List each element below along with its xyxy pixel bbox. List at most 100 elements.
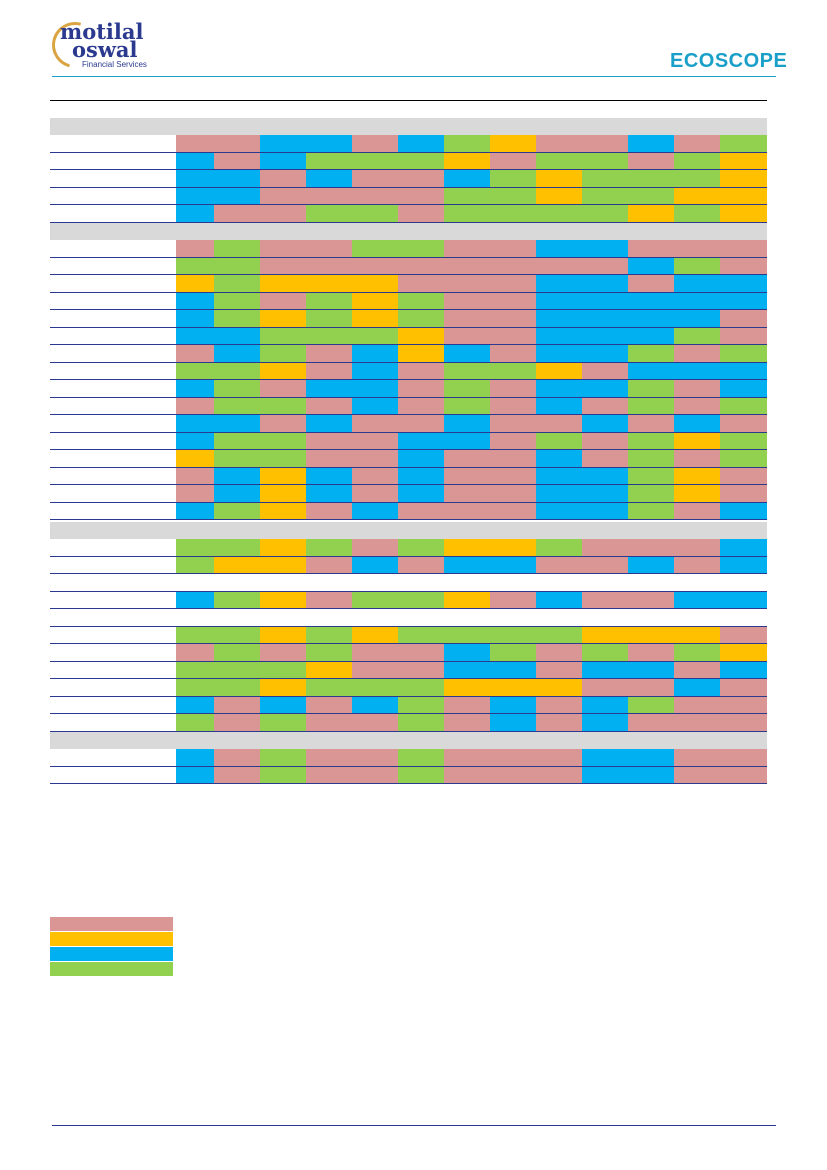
heatmap-cell (260, 415, 306, 432)
heatmap-cell (352, 170, 398, 187)
heatmap-cell (176, 205, 214, 222)
heatmap-cell (720, 539, 767, 556)
heatmap-cell (536, 362, 582, 379)
heatmap-cell (176, 362, 214, 379)
heatmap-cell (352, 187, 398, 204)
heatmap-cell (214, 205, 260, 222)
heatmap-cell (260, 135, 306, 152)
heatmap-cell (398, 275, 444, 292)
heatmap-cell (582, 257, 628, 274)
heatmap-cell (214, 432, 260, 449)
heatmap-cell (628, 327, 674, 344)
heatmap-cell (214, 661, 260, 678)
heatmap-cell (582, 205, 628, 222)
heatmap-cell (628, 415, 674, 432)
heatmap-cell (398, 432, 444, 449)
heatmap-cell (398, 205, 444, 222)
heatmap-cell (176, 502, 214, 519)
heatmap-cell (214, 696, 260, 713)
heatmap-cell (352, 749, 398, 766)
heatmap-cell (352, 432, 398, 449)
heatmap-cell (628, 205, 674, 222)
heatmap-cell (720, 397, 767, 414)
row-divider (50, 186, 767, 188)
heatmap-cell (214, 644, 260, 661)
heatmap-cell (352, 397, 398, 414)
heatmap-cell (444, 187, 490, 204)
heatmap-cell (582, 450, 628, 467)
heatmap-cell (582, 556, 628, 573)
heatmap-cell (352, 135, 398, 152)
row-divider (50, 449, 767, 450)
row-divider (50, 643, 767, 644)
section-header-bar (50, 522, 767, 539)
heatmap-cell (176, 187, 214, 204)
heatmap-cell (674, 467, 720, 484)
heatmap-cell (398, 292, 444, 309)
row-divider (50, 396, 767, 398)
section-header-bar (50, 223, 767, 240)
heatmap-cell (536, 187, 582, 204)
row-divider (50, 501, 767, 503)
heatmap-cell (490, 152, 536, 169)
heatmap-cell (444, 679, 490, 696)
heatmap-cell (536, 345, 582, 362)
heatmap-cell (444, 661, 490, 678)
heatmap-cell (674, 345, 720, 362)
heatmap-cell (214, 539, 260, 556)
heatmap-cell (536, 380, 582, 397)
brand-line-1: motilal (60, 19, 144, 44)
heatmap-cell (260, 450, 306, 467)
heatmap-cell (306, 257, 352, 274)
heatmap-cell (720, 310, 767, 327)
heatmap-cell (674, 187, 720, 204)
heatmap-cell (306, 467, 352, 484)
heatmap-cell (490, 502, 536, 519)
heatmap-cell (582, 170, 628, 187)
heatmap-cell (306, 696, 352, 713)
heatmap-cell (720, 345, 767, 362)
row-divider (50, 256, 767, 258)
heatmap-cell (490, 714, 536, 731)
heatmap-cell (674, 556, 720, 573)
heatmap-cell (306, 170, 352, 187)
heatmap-cell (260, 397, 306, 414)
heatmap-cell (176, 415, 214, 432)
heatmap-cell (176, 432, 214, 449)
heatmap-cell (214, 714, 260, 731)
heatmap-cell (214, 292, 260, 309)
heatmap-cell (674, 362, 720, 379)
heatmap-cell (582, 292, 628, 309)
heatmap-cell (176, 749, 214, 766)
heatmap-cell (490, 467, 536, 484)
heatmap-cell (260, 714, 306, 731)
heatmap-cell (490, 415, 536, 432)
heatmap-cell (176, 397, 214, 414)
heatmap-cell (306, 345, 352, 362)
row-divider (50, 608, 767, 609)
heatmap-cell (260, 679, 306, 696)
heatmap-cell (176, 766, 214, 783)
heatmap-cell (536, 696, 582, 713)
heatmap-cell (260, 152, 306, 169)
heatmap-cell (306, 362, 352, 379)
heatmap-cell (444, 257, 490, 274)
heatmap-cell (398, 135, 444, 152)
brand-subtitle: Financial Services (82, 60, 147, 69)
row-divider (50, 678, 767, 679)
heatmap-cell (720, 170, 767, 187)
heatmap-cell (490, 170, 536, 187)
heatmap-cell (674, 679, 720, 696)
heatmap-cell (176, 275, 214, 292)
heatmap-cell (260, 292, 306, 309)
heatmap-cell (306, 644, 352, 661)
heatmap-cell (352, 292, 398, 309)
heatmap-cell (720, 485, 767, 502)
heatmap-cell (176, 661, 214, 678)
heatmap-cell (720, 626, 767, 643)
heatmap-cell (306, 152, 352, 169)
heatmap-cell (490, 397, 536, 414)
row-divider (50, 274, 767, 275)
heatmap-cell (628, 152, 674, 169)
heatmap-cell (490, 205, 536, 222)
